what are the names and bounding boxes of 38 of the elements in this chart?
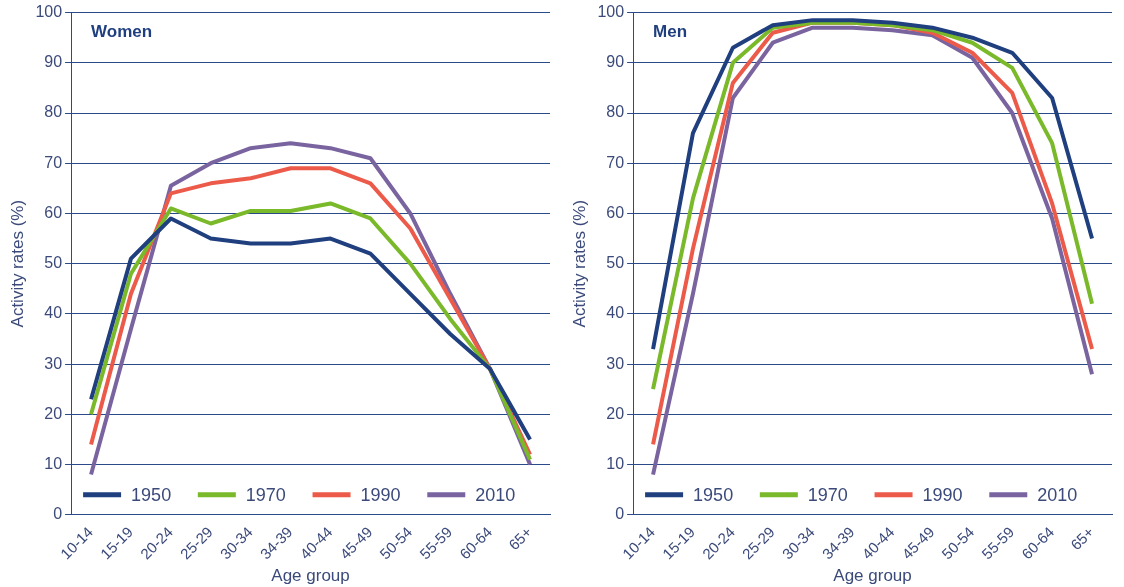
legend-label: 1990 xyxy=(360,484,401,505)
y-tick-label: 100 xyxy=(35,3,63,21)
y-tick-label: 60 xyxy=(606,203,625,221)
text: Men xyxy=(653,21,688,41)
legend-label: 1950 xyxy=(131,484,172,505)
y-tick-label: 40 xyxy=(44,304,63,322)
text: Women xyxy=(91,21,153,41)
y-tick-label: 90 xyxy=(44,53,63,71)
y-axis-title: Activity rates (%) xyxy=(569,199,589,328)
y-tick-label: 10 xyxy=(606,454,625,472)
y-tick-label: 60 xyxy=(44,203,63,221)
y-tick-label: 80 xyxy=(606,103,625,121)
x-axis-title: Age group xyxy=(271,566,350,586)
x-tick-label: 65+ xyxy=(505,522,536,554)
x-axis-title: Age group xyxy=(833,566,912,586)
x-tick-label: 65+ xyxy=(1067,522,1098,554)
y-tick-label: 20 xyxy=(44,404,63,422)
y-tick-label: 70 xyxy=(44,153,63,171)
y-tick-label: 50 xyxy=(44,254,63,272)
y-tick-label: 0 xyxy=(615,505,625,523)
legend-label: 2010 xyxy=(1037,484,1078,505)
y-tick-label: 30 xyxy=(606,354,625,372)
y-tick-label: 30 xyxy=(44,354,63,372)
y-tick-label: 100 xyxy=(597,3,625,21)
y-tick-label: 10 xyxy=(44,454,63,472)
y-tick-label: 20 xyxy=(606,404,625,422)
legend-label: 1950 xyxy=(693,484,734,505)
y-tick-label: 50 xyxy=(606,254,625,272)
y-tick-label: 90 xyxy=(606,53,625,71)
y-axis-title: Activity rates (%) xyxy=(7,199,27,328)
legend-label: 1970 xyxy=(807,484,848,505)
y-tick-label: 70 xyxy=(606,153,625,171)
y-tick-label: 40 xyxy=(606,304,625,322)
y-tick-label: 80 xyxy=(44,103,63,121)
y-tick-label: 0 xyxy=(53,505,63,523)
legend-label: 1990 xyxy=(922,484,963,505)
legend-label: 2010 xyxy=(475,484,516,505)
legend-label: 1970 xyxy=(245,484,286,505)
